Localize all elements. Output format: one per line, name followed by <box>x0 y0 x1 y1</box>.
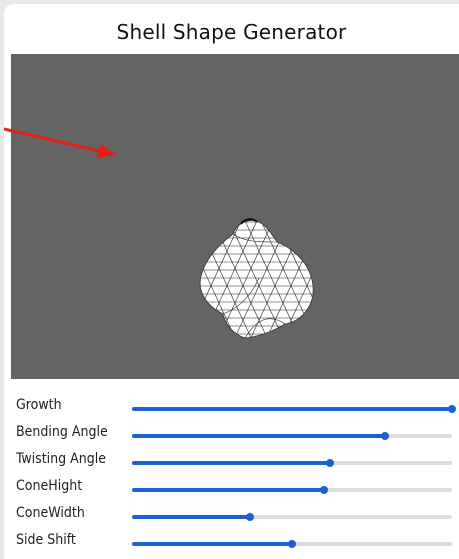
slider-thumb[interactable] <box>326 459 335 467</box>
shell-model <box>199 218 314 339</box>
page-title: Shell Shape Generator <box>116 20 347 44</box>
slider-row-growth: Growth <box>4 396 459 423</box>
slider-row-bending-angle: Bending Angle <box>4 423 459 450</box>
3d-viewport[interactable] <box>11 54 459 379</box>
slider-row-twisting-angle: Twisting Angle <box>4 450 459 477</box>
slider-thumb[interactable] <box>320 486 328 494</box>
slider-thumb[interactable] <box>448 405 456 413</box>
slider-growth[interactable] <box>132 405 456 413</box>
slider-label-cone-height: ConeHight <box>16 478 83 494</box>
slider-fill <box>132 407 452 411</box>
slider-row-cone-height: ConeHight <box>4 477 459 504</box>
slider-side-shift[interactable] <box>132 540 452 548</box>
slider-thumb[interactable] <box>288 540 296 548</box>
slider-fill <box>132 461 331 465</box>
shell-generator-window: Shell Shape Generator Growth <box>4 4 459 559</box>
slider-cone-height[interactable] <box>132 486 452 494</box>
slider-row-cone-width: ConeWidth <box>4 504 459 531</box>
slider-label-cone-width: ConeWidth <box>16 505 85 521</box>
slider-label-growth: Growth <box>16 397 62 413</box>
slider-bending-angle[interactable] <box>132 432 452 440</box>
slider-thumb[interactable] <box>246 513 255 521</box>
slider-cone-width[interactable] <box>132 513 452 521</box>
red-arrow-annotation <box>4 127 116 158</box>
slider-fill <box>132 434 385 438</box>
slider-label-side-shift: Side Shift <box>16 532 76 548</box>
slider-fill <box>132 515 251 519</box>
slider-label-bending-angle: Bending Angle <box>16 424 108 440</box>
slider-label-twisting-angle: Twisting Angle <box>16 451 107 467</box>
slider-twisting-angle[interactable] <box>132 459 452 467</box>
slider-thumb[interactable] <box>380 432 389 440</box>
slider-fill <box>132 542 292 546</box>
slider-row-side-shift: Side Shift <box>4 531 459 558</box>
slider-fill <box>132 488 324 492</box>
